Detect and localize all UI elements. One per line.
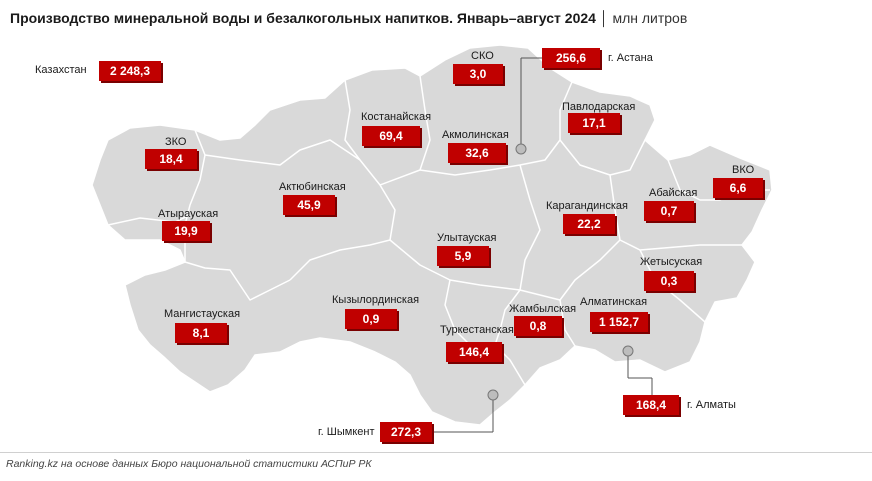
pavlodar-label: Павлодарская — [562, 101, 636, 113]
astana-marker — [515, 143, 527, 155]
aktobe-value: 45,9 — [283, 195, 335, 215]
zhambyl-value: 0,8 — [514, 316, 562, 336]
sko-label: СКО — [471, 50, 494, 62]
zhetisu-label: Жетысуская — [640, 256, 703, 268]
source-note: Ranking.kz на основе данных Бюро национа… — [6, 458, 372, 470]
akmola-label: Акмолинская — [442, 129, 509, 141]
turkestan-value: 146,4 — [446, 342, 502, 362]
almaty-region-label: Алматинская — [580, 296, 648, 308]
abay-label: Абайская — [649, 187, 698, 199]
footer-divider — [0, 452, 872, 453]
karaganda-value: 22,2 — [563, 214, 615, 234]
abay-value: 0,7 — [644, 201, 694, 221]
title-unit: │ млн литров — [599, 10, 688, 26]
total-value: 2 248,3 — [99, 61, 161, 81]
akmola-value: 32,6 — [448, 143, 506, 163]
turkestan-label: Туркестанская — [440, 324, 514, 336]
atyrau-label: Атырауская — [158, 208, 219, 220]
zhambyl-label: Жамбылская — [509, 303, 577, 315]
atyrau-value: 19,9 — [162, 221, 210, 241]
chart-title: Производство минеральной воды и безалког… — [10, 10, 687, 26]
kyzylorda-value: 0,9 — [345, 309, 397, 329]
shymkent-label: г. Шымкент — [318, 426, 375, 438]
almaty-label: г. Алматы — [687, 399, 736, 411]
zko-label: ЗКО — [165, 136, 187, 148]
pavlodar-value: 17,1 — [568, 113, 620, 133]
almaty-marker — [622, 345, 634, 357]
shymkent-value: 272,3 — [380, 422, 432, 442]
sko-value: 3,0 — [453, 64, 503, 84]
ulytau-value: 5,9 — [437, 246, 489, 266]
kyzylorda-label: Кызылординская — [332, 294, 420, 306]
kostanay-value: 69,4 — [362, 126, 420, 146]
ulytau-label: Улытауская — [437, 232, 497, 244]
total-label: Казахстан — [35, 64, 87, 76]
karaganda-label: Карагандинская — [546, 200, 628, 212]
almaty-region-value: 1 152,7 — [590, 312, 648, 332]
astana-label: г. Астана — [608, 52, 653, 64]
mangistau-value: 8,1 — [175, 323, 227, 343]
zko-value: 18,4 — [145, 149, 197, 169]
zhetisu-value: 0,3 — [644, 271, 694, 291]
astana-value: 256,6 — [542, 48, 600, 68]
vko-value: 6,6 — [713, 178, 763, 198]
aktobe-label: Актюбинская — [279, 181, 346, 193]
mangistau-label: Мангистауская — [164, 308, 241, 320]
shymkent-marker — [487, 389, 499, 401]
almaty-value: 168,4 — [623, 395, 679, 415]
title-text: Производство минеральной воды и безалког… — [10, 10, 596, 26]
vko-label: ВКО — [732, 164, 755, 176]
kostanay-label: Костанайская — [361, 111, 432, 123]
